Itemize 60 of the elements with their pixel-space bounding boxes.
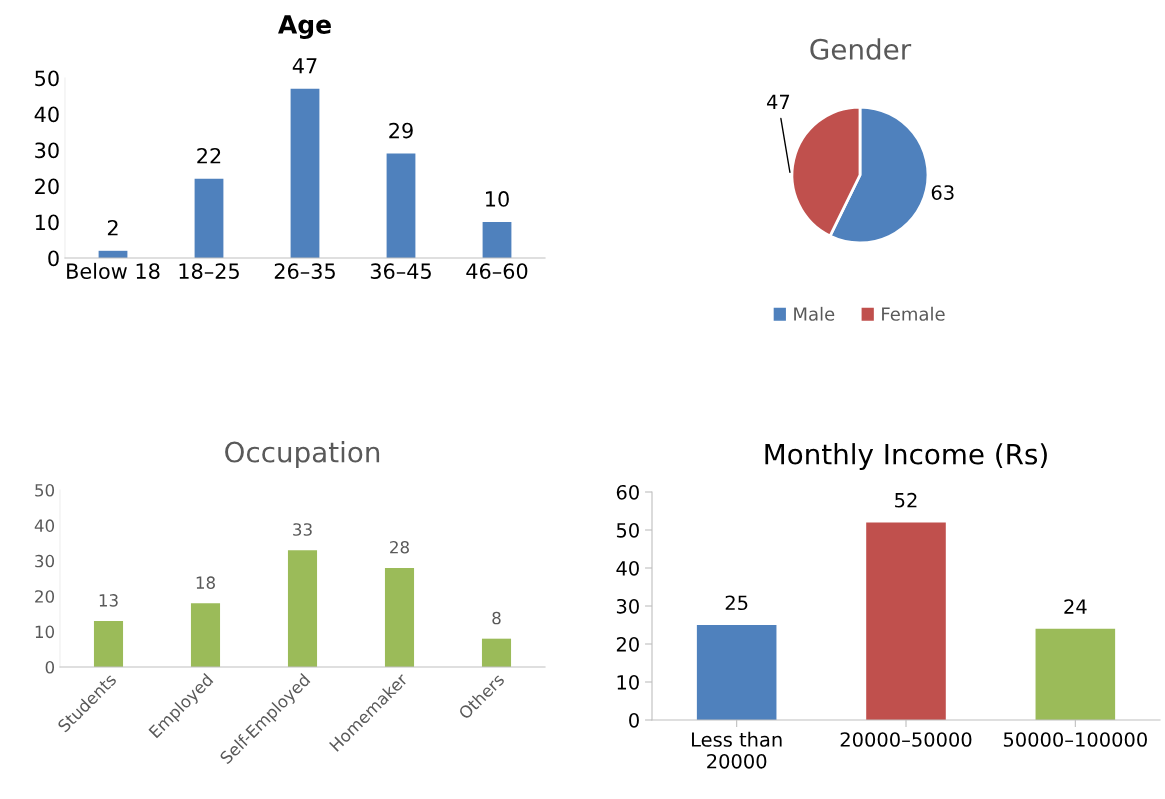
bar	[482, 222, 512, 258]
data-label: 10	[486, 191, 509, 207]
chart-title: Occupation	[225, 441, 380, 468]
data-label: 33	[293, 523, 312, 536]
data-label: 22	[197, 147, 221, 164]
data-label: 47	[766, 94, 790, 109]
x-tick-label: 36–45	[370, 263, 431, 279]
bar	[386, 153, 416, 258]
legend-label: Male	[794, 306, 835, 321]
y-tick-label: 20	[35, 178, 59, 195]
bar	[1035, 628, 1116, 720]
y-tick-label: 40	[34, 106, 59, 123]
data-label: 25	[725, 595, 748, 611]
y-tick-label: 30	[35, 554, 55, 568]
y-tick-label: 40	[34, 519, 55, 532]
bar	[384, 567, 415, 667]
data-label: 52	[895, 492, 917, 508]
y-tick-label: 50	[616, 522, 639, 538]
y-tick-label: 50	[35, 483, 55, 497]
x-tick-label: 18–25	[179, 263, 239, 279]
bar	[194, 178, 224, 258]
bar	[287, 550, 318, 667]
bar	[696, 625, 777, 720]
y-tick-label: 0	[629, 712, 639, 728]
y-tick-label: 10	[35, 214, 59, 231]
data-label: 2	[107, 219, 118, 236]
y-tick-label: 10	[35, 625, 55, 639]
data-label: 28	[390, 540, 409, 554]
bar	[93, 620, 124, 667]
bar	[190, 603, 221, 667]
y-tick-label: 30	[616, 598, 639, 614]
data-label: 18	[196, 576, 215, 589]
y-tick-label: 60	[616, 484, 639, 500]
bar	[866, 522, 946, 720]
data-label: 29	[389, 122, 413, 139]
y-tick-label: 0	[45, 660, 55, 674]
y-tick-label: 20	[35, 590, 55, 603]
y-tick-label: 0	[48, 250, 59, 267]
legend-label: Female	[882, 306, 945, 321]
chart-title: Age	[278, 15, 331, 39]
data-label: 63	[931, 185, 954, 200]
data-label: 24	[1064, 599, 1087, 614]
y-tick-label: 10	[617, 674, 639, 690]
chart-title: Gender	[810, 38, 912, 60]
y-tick-label: 20	[616, 636, 639, 652]
chart-title: Monthly Income (Rs)	[765, 443, 1047, 470]
bar	[290, 88, 320, 258]
data-label: 8	[492, 611, 501, 625]
data-label: 47	[292, 58, 317, 74]
x-tick-label: 50000–100000	[1003, 732, 1147, 747]
x-tick-label: 26–35	[274, 263, 335, 279]
x-tick-label: 20000–50000	[840, 732, 972, 747]
x-tick-label: Below 18	[67, 262, 160, 279]
y-tick-label: 40	[616, 560, 639, 576]
y-tick-label: 30	[35, 142, 59, 159]
data-label: 13	[99, 594, 118, 607]
y-tick-label: 50	[35, 70, 59, 87]
bar	[481, 638, 512, 667]
x-tick-label: Less than 20000	[692, 731, 782, 769]
x-tick-label: 46–60	[466, 263, 528, 279]
